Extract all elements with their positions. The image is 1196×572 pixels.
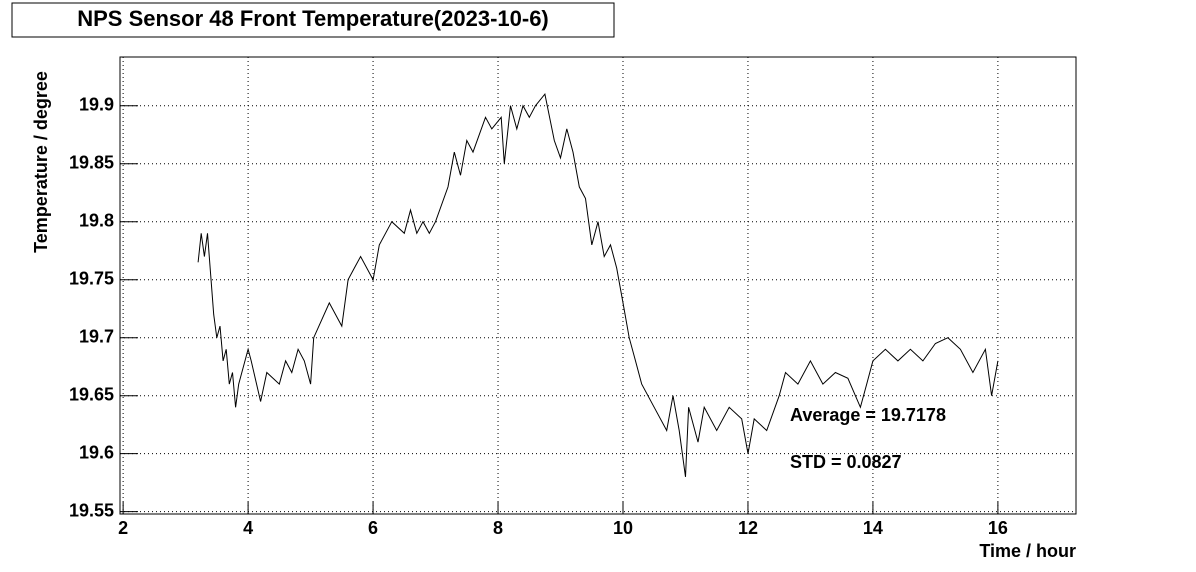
annotation: STD = 0.0827 — [790, 452, 902, 472]
x-axis-label: Time / hour — [979, 541, 1076, 561]
data-line — [197, 92, 999, 477]
y-tick-label: 19.65 — [69, 384, 114, 404]
y-tick-label: 19.6 — [79, 442, 114, 462]
x-tick-label: 10 — [613, 518, 633, 538]
y-tick-label: 19.55 — [69, 500, 114, 520]
title-box — [11, 2, 615, 38]
x-tick-label: 14 — [863, 518, 883, 538]
y-tick-label: 19.9 — [79, 94, 114, 114]
x-tick-label: 6 — [368, 518, 378, 538]
x-tick-label: 12 — [738, 518, 758, 538]
y-tick-label: 19.85 — [69, 152, 114, 172]
x-tick-label: 8 — [493, 518, 503, 538]
x-tick-label: 16 — [988, 518, 1008, 538]
y-axis-label: Temperature / degree — [31, 71, 51, 253]
y-tick-label: 19.7 — [79, 326, 114, 346]
y-tick-label: 19.8 — [79, 210, 114, 230]
x-tick-label: 2 — [118, 518, 128, 538]
plot-frame — [119, 56, 1077, 515]
y-tick-label: 19.75 — [69, 268, 114, 288]
x-tick-label: 4 — [243, 518, 253, 538]
chart-title: NPS Sensor 48 Front Temperature(2023-10-… — [77, 6, 549, 31]
annotation: Average = 19.7178 — [790, 405, 946, 425]
